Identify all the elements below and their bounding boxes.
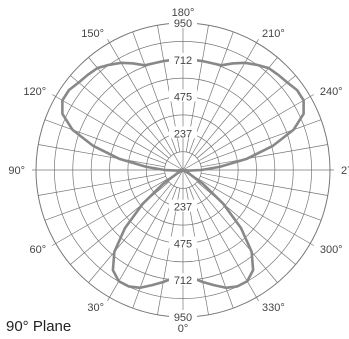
grid-spoke [194,183,278,283]
radial-tick-label-bg [169,310,197,322]
angle-tick-label: 30° [87,302,104,314]
radial-tick-label: 237 [174,128,192,140]
radial-tick-label-bg [169,199,197,212]
grid-spoke [182,169,259,301]
grid-spoke [182,94,314,171]
radial-tick-label-bg [169,273,197,286]
grid-spoke [200,119,322,165]
radial-tick-label-bg [169,16,197,28]
grid-spoke [38,172,165,196]
grid-spoke [182,39,259,171]
grid-spoke [52,169,184,246]
angle-tick-label: 300° [320,244,343,256]
grid-spoke [44,119,166,165]
grid-spoke [38,144,165,168]
angle-tick-label: 60° [30,244,47,256]
grid-spoke [194,57,278,157]
angle-tick-label: 210° [262,28,285,40]
angle-tick-label: 0° [178,323,189,335]
angle-tick-label: 120° [23,86,46,98]
angle-tick-label: 240° [320,86,343,98]
radial-tick-label: 712 [174,275,192,287]
grid-spoke [107,39,184,171]
angle-tick-label: 90° [8,165,25,177]
grid-spoke [107,169,184,301]
grid-spoke [88,183,172,283]
radial-tick-label-bg [169,236,197,249]
radial-tick-label: 475 [174,239,192,251]
radial-tick-label-bg [169,52,197,65]
grid-spoke [52,94,184,171]
radial-tick-label-bg [169,126,197,139]
tick-labels: 0°30°60°90°120°150°180°210°240°270°300°3… [8,7,349,335]
radial-tick-label: 237 [174,202,192,214]
radial-tick-label: 950 [174,18,192,30]
grid-spoke [88,57,172,157]
grid-spoke [200,175,322,221]
radial-tick-label: 712 [174,55,192,67]
angle-tick-label: 330° [262,302,285,314]
grid-spoke [196,75,296,159]
grid-spoke [70,75,170,159]
angle-tick-label: 150° [81,28,104,40]
radial-tick-label-bg [169,89,197,102]
grid-spoke [182,169,314,246]
grid-spoke [44,175,166,221]
radial-tick-label: 475 [174,92,192,104]
chart-title: 90° Plane [6,318,72,335]
radial-tick-label: 950 [174,312,192,324]
grid-spoke [201,172,328,196]
angle-tick-label: 270° [341,165,349,177]
grid-spoke [201,144,328,168]
